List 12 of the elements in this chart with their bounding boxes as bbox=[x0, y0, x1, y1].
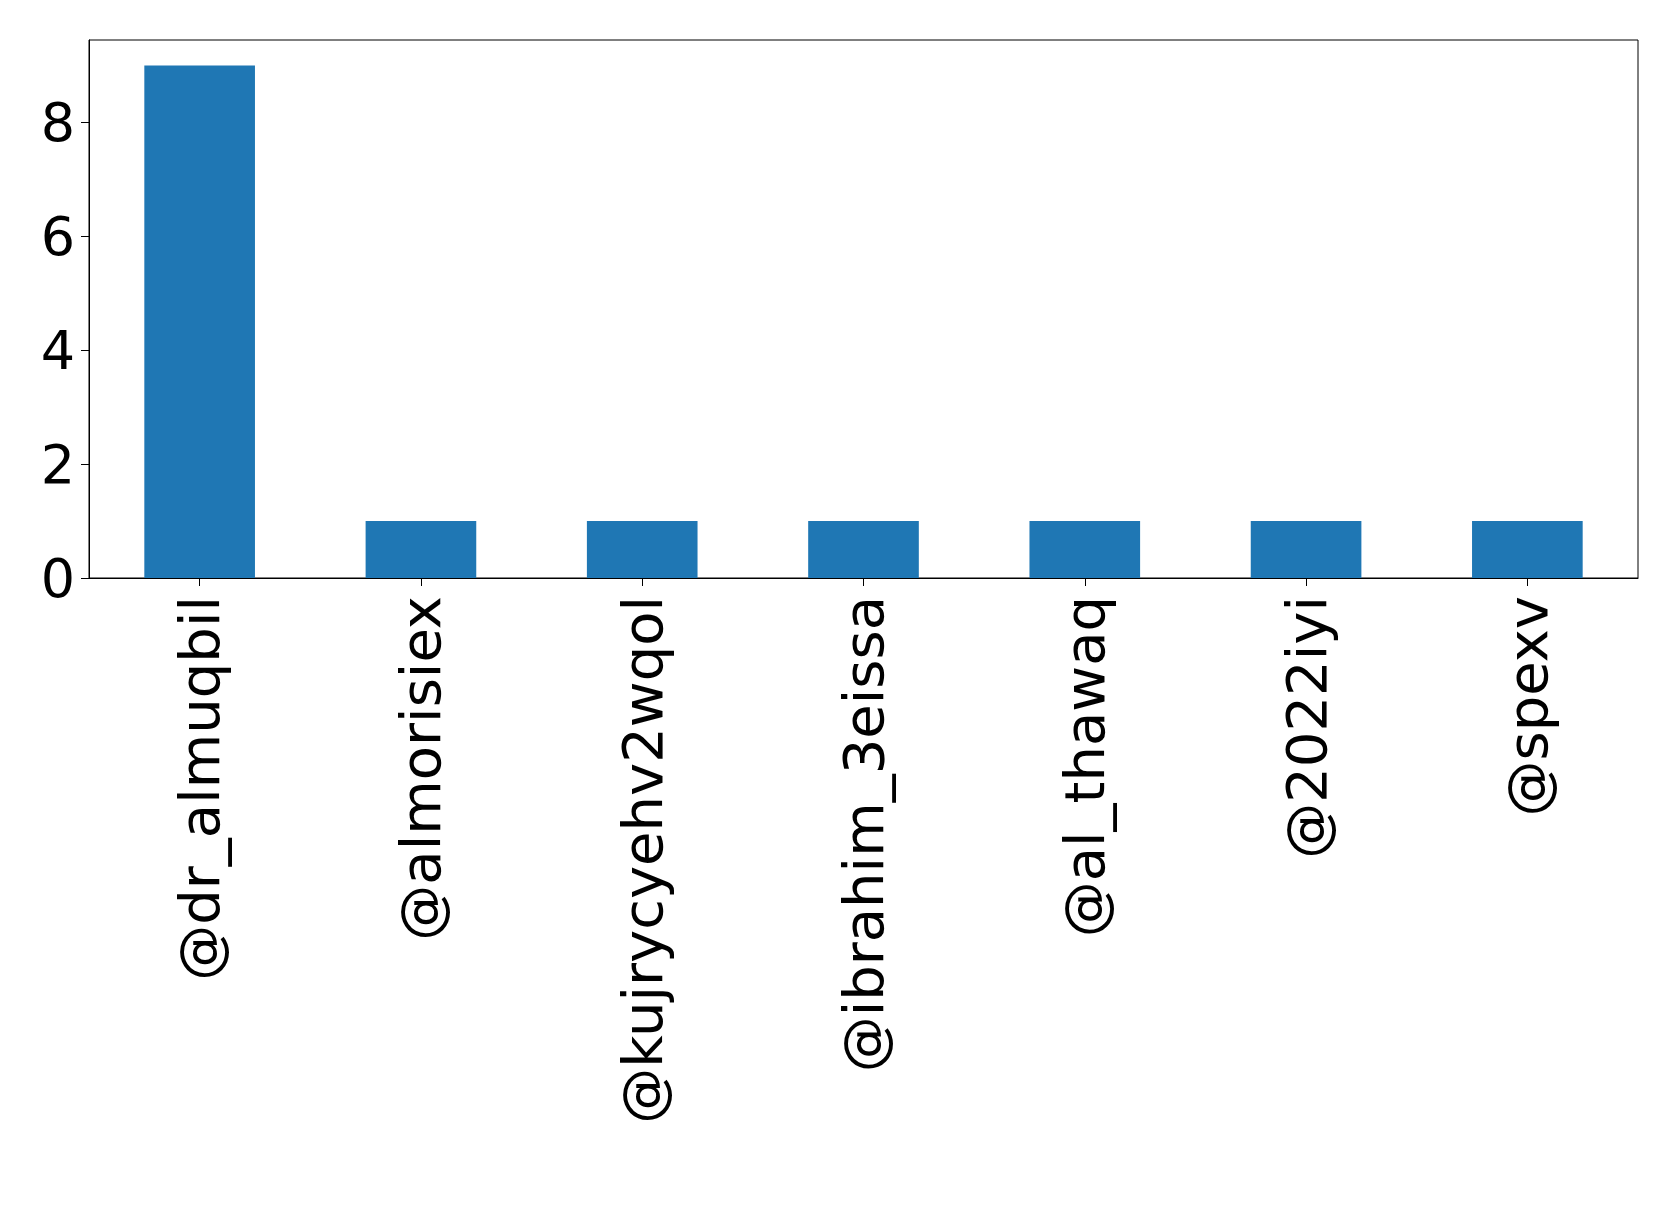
x-tick-label: @kujrycyehv2wqol bbox=[609, 596, 675, 1124]
x-tick-label: @spexv bbox=[1494, 596, 1560, 817]
y-tick-label: 0 bbox=[40, 546, 75, 610]
x-tick-label: @ibrahim_3eissa bbox=[831, 596, 896, 1073]
y-tick-label: 4 bbox=[40, 318, 75, 382]
x-tick-label: @almorisiex bbox=[388, 596, 454, 941]
y-tick-label: 6 bbox=[40, 204, 75, 268]
x-tick-label: @2022iyi bbox=[1273, 596, 1339, 859]
x-tick-label: @al_thawaq bbox=[1052, 596, 1118, 938]
x-tick-label: @dr_almuqbil bbox=[167, 596, 233, 981]
y-tick-label: 8 bbox=[40, 91, 75, 155]
y-tick-label: 2 bbox=[40, 432, 75, 496]
